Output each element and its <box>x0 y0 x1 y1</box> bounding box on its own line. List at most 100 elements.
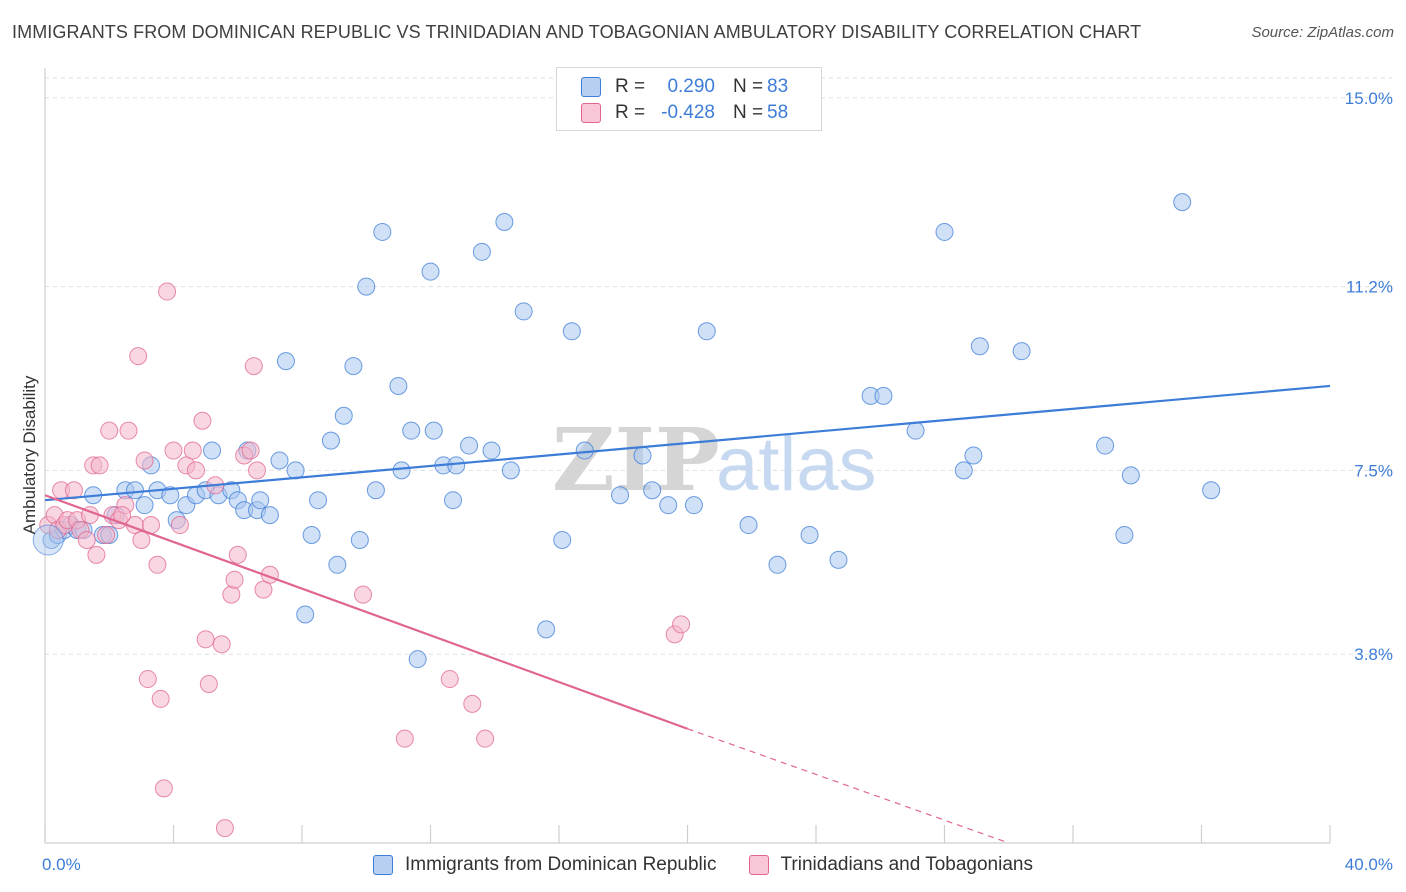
correlation-legend: R = 0.290 N = 83 R = -0.428 N = 58 <box>556 67 822 131</box>
point-dominican <box>964 446 983 465</box>
point-dominican <box>829 550 848 569</box>
point-trinidadian <box>77 530 96 549</box>
point-trinidadian <box>90 456 109 475</box>
point-dominican <box>296 605 315 624</box>
legend-item-series2: Trinidadians and Tobagonians <box>748 854 1033 876</box>
legend-row-series2: R = -0.428 N = 58 <box>581 100 788 126</box>
point-trinidadian <box>100 421 119 440</box>
point-dominican <box>514 302 533 321</box>
point-dominican <box>1202 481 1221 500</box>
point-trinidadian <box>228 545 247 564</box>
legend-swatch-pink <box>581 103 601 123</box>
point-cluster-dominican <box>32 524 64 556</box>
legend-row-series1: R = 0.290 N = 83 <box>581 74 788 100</box>
r-label: R = <box>615 76 646 97</box>
point-dominican <box>633 446 652 465</box>
series-legend: Immigrants from Dominican Republic Trini… <box>0 852 1406 878</box>
point-dominican <box>1115 525 1134 544</box>
point-dominican <box>537 620 556 639</box>
point-dominican <box>328 555 347 574</box>
n-value: 58 <box>767 102 789 123</box>
point-dominican <box>251 491 270 510</box>
point-dominican <box>161 486 180 505</box>
x-tick-label: 40.0% <box>1345 855 1393 874</box>
point-trinidadian <box>440 670 459 689</box>
point-trinidadian <box>476 729 495 748</box>
point-dominican <box>203 441 222 460</box>
point-dominican <box>276 352 295 371</box>
y-tick-label: 3.8% <box>1354 645 1393 664</box>
point-dominican <box>800 525 819 544</box>
point-trinidadian <box>215 819 234 838</box>
point-dominican <box>443 491 462 510</box>
point-dominican <box>366 481 385 500</box>
r-label: R = <box>615 102 646 123</box>
point-dominican <box>970 337 989 356</box>
point-trinidadian <box>119 421 138 440</box>
point-dominican <box>270 451 289 470</box>
point-dominican <box>906 421 925 440</box>
point-dominican <box>447 456 466 475</box>
point-dominican <box>575 441 594 460</box>
point-dominican <box>501 461 520 480</box>
point-trinidadian <box>135 451 154 470</box>
point-trinidadian <box>463 694 482 713</box>
point-dominican <box>125 481 144 500</box>
source-note: Source: ZipAtlas.com <box>1251 24 1394 41</box>
watermark-atlas: atlas <box>716 422 877 507</box>
point-dominican <box>357 277 376 296</box>
point-dominican <box>1096 436 1115 455</box>
point-trinidadian <box>244 357 263 376</box>
legend-swatch-blue <box>581 77 601 97</box>
point-trinidadian <box>241 441 260 460</box>
n-label: N = <box>733 76 764 97</box>
n-label: N = <box>733 102 764 123</box>
r-value: -0.428 <box>661 102 715 123</box>
point-dominican <box>472 242 491 261</box>
point-dominican <box>553 530 572 549</box>
trend-line-trinidadian-extrapolated <box>687 728 1009 844</box>
point-trinidadian <box>354 585 373 604</box>
y-axis-label: Ambulatory Disability <box>20 375 39 534</box>
point-dominican <box>350 530 369 549</box>
point-trinidadian <box>196 630 215 649</box>
point-trinidadian <box>672 615 691 634</box>
point-dominican <box>309 491 328 510</box>
point-trinidadian <box>222 585 241 604</box>
point-dominican <box>482 441 501 460</box>
point-trinidadian <box>164 441 183 460</box>
point-dominican <box>1012 342 1031 361</box>
point-dominican <box>392 461 411 480</box>
tick-labels: 3.8% 7.5% 11.2% 15.0% 0.0% 40.0% <box>42 89 1393 874</box>
point-trinidadian <box>151 689 170 708</box>
legend-item-series1: Immigrants from Dominican Republic <box>373 854 717 876</box>
x-tick-label: 0.0% <box>42 855 81 874</box>
point-trinidadian <box>254 580 273 599</box>
point-trinidadian <box>170 516 189 535</box>
point-dominican <box>1121 466 1140 485</box>
point-dominican <box>768 555 787 574</box>
point-dominican <box>389 376 408 395</box>
point-trinidadian <box>154 779 173 798</box>
point-dominican <box>334 406 353 425</box>
point-trinidadian <box>183 441 202 460</box>
point-trinidadian <box>395 729 414 748</box>
point-dominican <box>739 516 758 535</box>
point-trinidadian <box>225 570 244 589</box>
trend-line-trinidadian <box>44 494 688 730</box>
legend-label-series1: Immigrants from Dominican Republic <box>405 854 717 875</box>
watermark: ZIP atlas <box>552 410 877 511</box>
trend-line-dominican <box>44 384 1331 502</box>
point-trinidadian <box>199 675 218 694</box>
r-value: 0.290 <box>667 76 715 97</box>
point-dominican <box>460 436 479 455</box>
point-dominican <box>697 322 716 341</box>
point-trinidadian <box>97 525 116 544</box>
y-tick-label: 7.5% <box>1354 461 1393 480</box>
legend-swatch-blue <box>373 855 394 875</box>
point-trinidadian <box>158 282 177 301</box>
point-trinidadian <box>212 635 231 654</box>
point-dominican <box>402 421 421 440</box>
point-dominican <box>684 496 703 515</box>
